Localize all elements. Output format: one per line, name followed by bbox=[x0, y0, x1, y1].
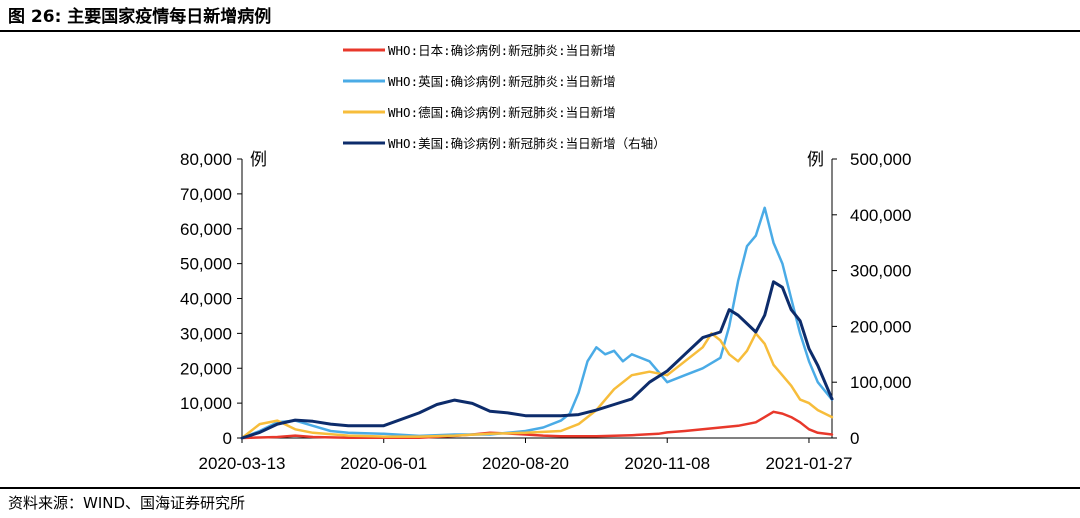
left-tick-label: 60,000 bbox=[180, 220, 232, 239]
right-tick-label: 0 bbox=[850, 429, 859, 448]
series-line-4 bbox=[240, 280, 834, 440]
legend-label: WHO:美国:确诊病例:新冠肺炎:当日新增（右轴） bbox=[388, 136, 666, 151]
x-tick-label: 2020-08-20 bbox=[482, 454, 569, 473]
series-line-2 bbox=[240, 206, 834, 440]
source-note: 资料来源：WIND、国海证券研究所 bbox=[8, 494, 246, 512]
left-tick-label: 20,000 bbox=[180, 359, 232, 378]
right-tick-label: 200,000 bbox=[850, 317, 911, 336]
left-tick-label: 80,000 bbox=[180, 150, 232, 169]
left-tick-label: 70,000 bbox=[180, 185, 232, 204]
left-axis-unit: 例 bbox=[250, 150, 267, 170]
series-line-3 bbox=[240, 332, 834, 440]
right-tick-label: 500,000 bbox=[850, 150, 911, 169]
right-tick-label: 400,000 bbox=[850, 206, 911, 225]
x-tick-label: 2020-06-01 bbox=[340, 454, 427, 473]
right-axis-unit: 例 bbox=[807, 150, 824, 170]
series-lines bbox=[240, 206, 834, 440]
x-tick-label: 2021-01-27 bbox=[765, 454, 852, 473]
left-tick-label: 0 bbox=[223, 429, 232, 448]
right-tick-label: 100,000 bbox=[850, 373, 911, 392]
left-tick-label: 10,000 bbox=[180, 394, 232, 413]
right-tick-label: 300,000 bbox=[850, 262, 911, 281]
left-tick-label: 40,000 bbox=[180, 290, 232, 309]
legend-label: WHO:德国:确诊病例:新冠肺炎:当日新增 bbox=[388, 105, 616, 120]
figure-title: 图 26: 主要国家疫情每日新增病例 bbox=[8, 7, 272, 27]
axes: 0 10,000 20,000 30,000 40,000 50,000 60,000 70,… bbox=[180, 150, 911, 473]
legend-label: WHO:英国:确诊病例:新冠肺炎:当日新增 bbox=[388, 74, 616, 89]
chart: WHO:日本:确诊病例:新冠肺炎:当日新增 WHO:英国:确诊病例:新冠肺炎:当日… bbox=[180, 43, 911, 473]
source-rule bbox=[0, 487, 1080, 489]
legend: WHO:日本:确诊病例:新冠肺炎:当日新增 WHO:英国:确诊病例:新冠肺炎:当日… bbox=[343, 43, 666, 151]
left-tick-label: 50,000 bbox=[180, 255, 232, 274]
x-tick-label: 2020-03-13 bbox=[199, 454, 286, 473]
x-tick-label: 2020-11-08 bbox=[624, 454, 710, 473]
left-tick-label: 30,000 bbox=[180, 324, 232, 343]
legend-label: WHO:日本:确诊病例:新冠肺炎:当日新增 bbox=[388, 43, 616, 58]
title-rule bbox=[0, 30, 1080, 32]
